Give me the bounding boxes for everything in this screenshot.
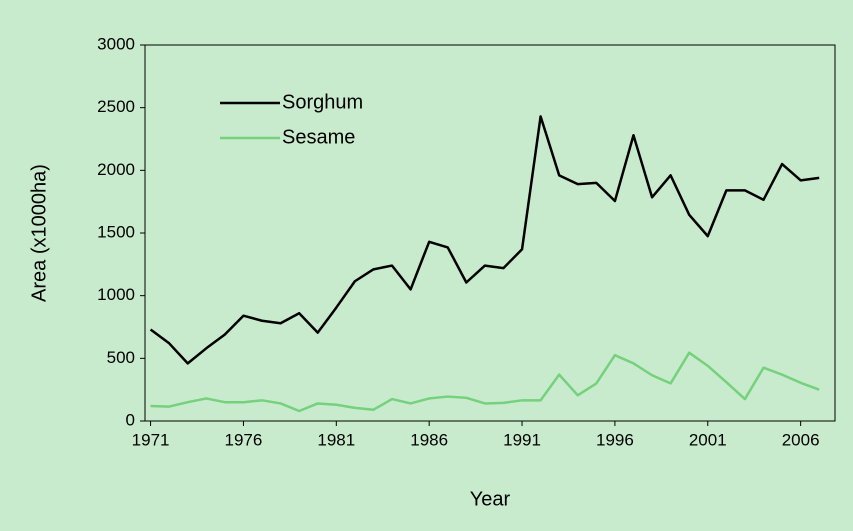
x-axis-title: Year [470,488,511,510]
line-series [150,351,820,413]
y-axis-title: Area (x1000ha) [28,164,50,302]
x-tick-label: 1986 [410,430,448,449]
legend-label: Sesame [282,126,355,148]
x-tick-label: 2001 [689,430,727,449]
y-tick-label: 1000 [97,285,135,304]
x-tick-label: 1981 [317,430,355,449]
y-tick-label: 500 [107,348,135,367]
y-tick-label: 0 [126,410,135,429]
y-tick-label: 2500 [97,97,135,116]
y-tick-label: 3000 [97,34,135,53]
line-series [149,115,820,365]
y-tick-label: 2000 [97,160,135,179]
x-tick-label: 1996 [596,430,634,449]
x-tick-label: 1971 [132,430,170,449]
legend-label: Sorghum [282,91,363,113]
x-tick-label: 2006 [782,430,820,449]
x-tick-label: 1991 [503,430,541,449]
y-tick-label: 1500 [97,222,135,241]
x-tick-label: 1976 [225,430,263,449]
